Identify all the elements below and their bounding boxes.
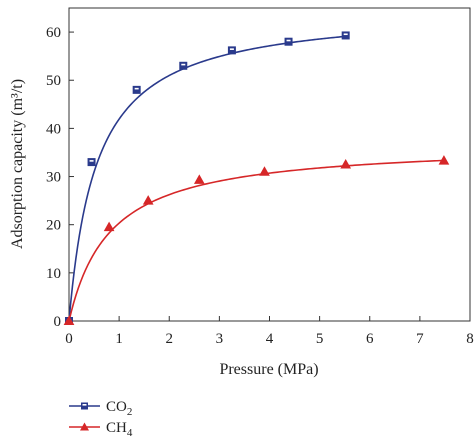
x-tick-label: 0 — [65, 331, 73, 347]
x-tick-label: 6 — [366, 331, 374, 347]
y-tick-label: 20 — [46, 218, 61, 234]
ch4-point — [438, 155, 450, 165]
y-tick-label: 0 — [54, 314, 62, 330]
x-tick-label: 8 — [466, 331, 474, 347]
legend-item-co2: CO2 — [69, 399, 132, 418]
co2-point — [87, 158, 96, 167]
co2-point — [284, 37, 293, 46]
co2-point — [132, 85, 141, 94]
x-tick-label: 5 — [316, 331, 324, 347]
x-axis-label: Pressure (MPa) — [219, 361, 318, 378]
co2-point — [341, 31, 350, 40]
y-tick-label: 60 — [46, 25, 61, 41]
y-tick-label: 10 — [46, 266, 61, 282]
ch4-point — [103, 221, 115, 232]
x-tick-label: 3 — [216, 331, 224, 347]
x-tick-label: 4 — [266, 331, 274, 347]
x-tick-label: 7 — [416, 331, 424, 347]
legend-label-ch4: CH4 — [106, 420, 133, 439]
x-tick-label: 1 — [115, 331, 123, 347]
legend-square-marker — [81, 402, 88, 410]
legend-triangle-marker — [80, 422, 89, 431]
y-tick-label: 50 — [46, 73, 61, 89]
plot-frame — [68, 7, 471, 322]
ch4-point — [142, 195, 154, 205]
y-tick-label: 40 — [46, 121, 61, 137]
fit-curves — [68, 35, 444, 322]
ch4-point — [340, 158, 352, 169]
plot-border — [68, 7, 471, 322]
y-axis-label: Adsorption capacity (m³/t) — [9, 79, 26, 249]
ch4-point — [63, 315, 75, 325]
ch4-point — [259, 166, 270, 176]
data-markers — [63, 31, 450, 325]
ch4-point — [193, 174, 205, 184]
y-axis-ticks: 0 10 20 30 40 50 60 — [46, 25, 74, 330]
x-tick-label: 2 — [166, 331, 174, 347]
legend-label-co2: CO2 — [106, 399, 132, 418]
co2-fit-curve — [68, 35, 346, 322]
co2-point — [179, 61, 188, 70]
x-axis-ticks: 0 1 2 3 4 5 6 7 8 — [65, 316, 474, 347]
legend-item-ch4: CH4 — [69, 420, 133, 439]
y-tick-label: 30 — [46, 170, 61, 186]
ch4-fit-curve — [68, 159, 444, 322]
co2-point — [227, 46, 236, 55]
